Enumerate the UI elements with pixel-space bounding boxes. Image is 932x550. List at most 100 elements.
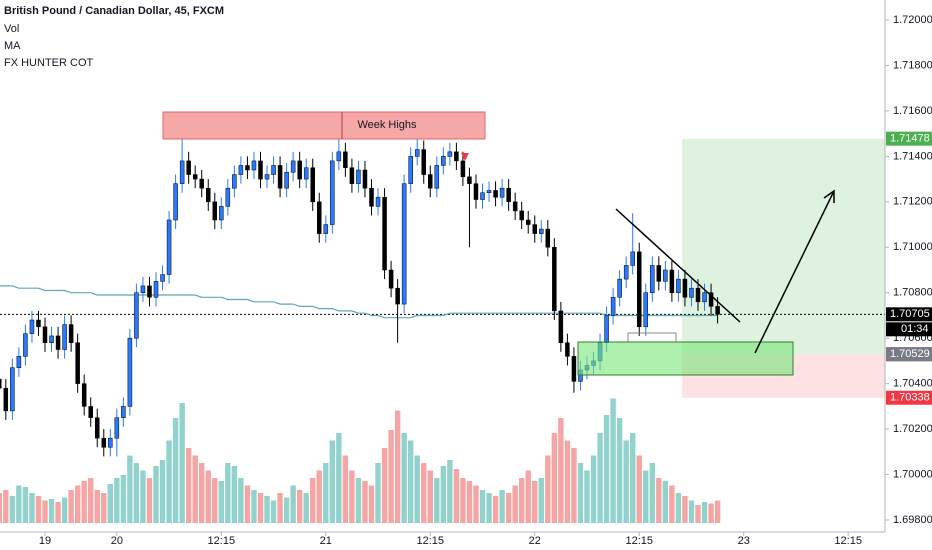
- candle-body: [617, 278, 622, 298]
- x-tick-label: 22: [529, 535, 541, 547]
- volume-bar: [146, 478, 153, 523]
- y-tick-label: 1.71800: [893, 59, 932, 71]
- y-tick-label: 1.70000: [893, 468, 932, 480]
- candle-body: [441, 156, 446, 166]
- candle-body: [414, 149, 420, 157]
- volume-bar: [218, 481, 225, 523]
- volume-bar: [81, 481, 87, 523]
- price-label: 1.70338: [890, 392, 930, 404]
- volume-bar: [460, 478, 466, 523]
- x-tick-label: 12:15: [417, 535, 445, 547]
- candle-body: [303, 167, 309, 180]
- volume-bar: [42, 500, 48, 523]
- volume-bar: [270, 500, 277, 523]
- candle-body: [0, 378, 2, 389]
- volume-bar: [9, 496, 16, 523]
- candle-body: [192, 174, 198, 180]
- candle-body: [467, 176, 472, 184]
- volume-bar: [133, 463, 140, 523]
- volume-bar: [714, 500, 721, 523]
- candle-body: [519, 210, 524, 221]
- candle-body: [428, 174, 433, 189]
- candle-body: [421, 149, 426, 175]
- volume-bar: [355, 478, 362, 523]
- candle-body: [75, 342, 80, 384]
- volume-bar: [571, 448, 577, 523]
- volume-bar: [61, 497, 68, 523]
- volume-bar: [669, 485, 675, 523]
- candle-body: [3, 387, 9, 412]
- volume-bar: [590, 455, 597, 523]
- candle-body: [179, 160, 185, 184]
- arrow: [754, 192, 834, 354]
- volume-bar: [172, 418, 179, 523]
- candle-body: [695, 287, 701, 303]
- candle-body: [715, 306, 720, 315]
- volume-bar: [708, 503, 714, 523]
- volume-bar: [479, 490, 486, 523]
- candle-body: [708, 292, 714, 307]
- candle-body: [264, 174, 270, 180]
- volume-bar: [466, 481, 473, 523]
- volume-bar: [310, 478, 316, 523]
- volume-bar: [205, 470, 211, 523]
- candle-body: [166, 219, 172, 275]
- volume-bar: [656, 478, 662, 523]
- volume-bar: [127, 455, 133, 523]
- x-tick-label: 20: [111, 535, 123, 547]
- countdown: 01:34: [901, 323, 929, 335]
- drawings: Week Highs: [162, 111, 835, 376]
- candle-body: [656, 265, 662, 282]
- volume-bar: [505, 493, 512, 523]
- volume-bar: [238, 478, 244, 523]
- volume-bar: [381, 448, 388, 523]
- candle-body: [290, 160, 296, 173]
- volume-bar: [662, 481, 669, 523]
- candle-body: [349, 167, 355, 184]
- week-highs-box: [162, 111, 486, 140]
- candle-body: [454, 151, 459, 162]
- candle-body: [251, 160, 257, 171]
- volume-bar: [675, 493, 682, 523]
- candle-body: [623, 265, 629, 280]
- candle-body: [94, 417, 100, 439]
- volume-bar: [199, 463, 205, 523]
- candle-body: [10, 367, 15, 412]
- volume-bar: [244, 485, 251, 523]
- price-label: 1.71478: [890, 133, 930, 145]
- candle-body: [245, 165, 250, 171]
- candle-body: [186, 160, 191, 175]
- volume-bar: [48, 499, 55, 523]
- volume-bar: [532, 481, 538, 523]
- candle-body: [343, 151, 348, 168]
- volume-bar: [577, 463, 584, 523]
- candle-body: [408, 156, 413, 184]
- volume-bar: [512, 485, 518, 523]
- volume-bar: [616, 418, 623, 523]
- candle-body: [486, 190, 492, 193]
- countdown-box: [886, 322, 932, 337]
- volume-bar: [538, 478, 544, 523]
- candle-body: [277, 165, 283, 189]
- volume-bar: [120, 475, 127, 523]
- candle-body: [55, 335, 61, 350]
- candle-body: [388, 269, 394, 289]
- volume-bar: [153, 466, 159, 523]
- candle-body: [473, 183, 479, 200]
- candle-body: [114, 417, 120, 439]
- candle-body: [610, 297, 616, 316]
- volume-bar: [277, 493, 283, 523]
- candle-body: [88, 406, 93, 418]
- candle-body: [101, 437, 107, 448]
- ma-line: [0, 285, 718, 319]
- volume-bar: [303, 493, 309, 523]
- candle-body: [636, 251, 642, 328]
- price-label-box: [886, 131, 932, 146]
- chart-title: British Pound / Canadian Dollar, 45, FXC…: [4, 5, 224, 17]
- candle-body: [212, 201, 218, 221]
- volume-bar: [22, 487, 29, 523]
- candle-body: [16, 356, 22, 368]
- volume-bar: [264, 496, 270, 523]
- volume-bar: [375, 463, 381, 523]
